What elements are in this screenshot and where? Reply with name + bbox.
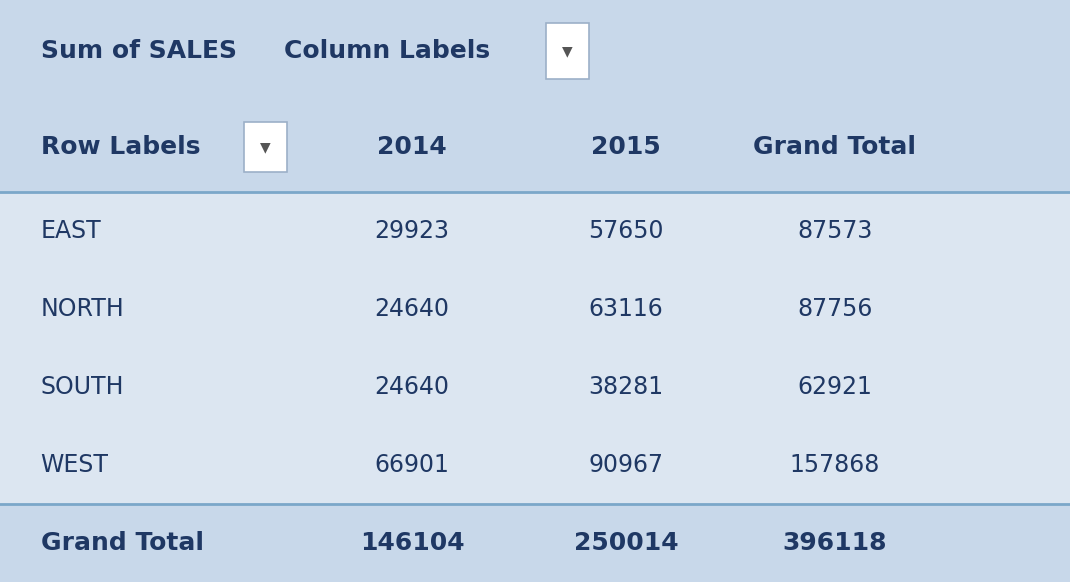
Bar bbox=[0, 348, 1070, 426]
Text: 57650: 57650 bbox=[588, 219, 663, 243]
Text: 2014: 2014 bbox=[377, 135, 447, 159]
Text: 63116: 63116 bbox=[588, 297, 663, 321]
Text: 38281: 38281 bbox=[588, 375, 663, 399]
Text: SOUTH: SOUTH bbox=[41, 375, 124, 399]
Text: Column Labels: Column Labels bbox=[284, 39, 490, 63]
Bar bbox=[0, 102, 1070, 192]
Text: 24640: 24640 bbox=[374, 297, 449, 321]
Text: 157868: 157868 bbox=[790, 453, 880, 477]
Text: 90967: 90967 bbox=[588, 453, 663, 477]
Bar bbox=[0, 426, 1070, 504]
Text: 87573: 87573 bbox=[797, 219, 872, 243]
Text: Row Labels: Row Labels bbox=[41, 135, 200, 159]
Text: 250014: 250014 bbox=[574, 531, 678, 555]
Text: ▼: ▼ bbox=[562, 44, 572, 58]
Text: 146104: 146104 bbox=[360, 531, 464, 555]
Text: 24640: 24640 bbox=[374, 375, 449, 399]
Bar bbox=[0, 504, 1070, 582]
Text: 62921: 62921 bbox=[797, 375, 872, 399]
Text: Sum of SALES: Sum of SALES bbox=[41, 39, 236, 63]
Text: 396118: 396118 bbox=[782, 531, 887, 555]
Text: EAST: EAST bbox=[41, 219, 102, 243]
Text: Grand Total: Grand Total bbox=[753, 135, 916, 159]
Text: NORTH: NORTH bbox=[41, 297, 124, 321]
Text: ▼: ▼ bbox=[260, 140, 271, 154]
FancyBboxPatch shape bbox=[244, 122, 287, 172]
Text: Grand Total: Grand Total bbox=[41, 531, 203, 555]
Text: 29923: 29923 bbox=[374, 219, 449, 243]
Text: 66901: 66901 bbox=[374, 453, 449, 477]
Text: WEST: WEST bbox=[41, 453, 109, 477]
Bar bbox=[0, 192, 1070, 270]
FancyBboxPatch shape bbox=[546, 23, 589, 79]
Bar bbox=[0, 0, 1070, 102]
Text: 87756: 87756 bbox=[797, 297, 872, 321]
Bar bbox=[0, 270, 1070, 348]
Text: 2015: 2015 bbox=[591, 135, 661, 159]
